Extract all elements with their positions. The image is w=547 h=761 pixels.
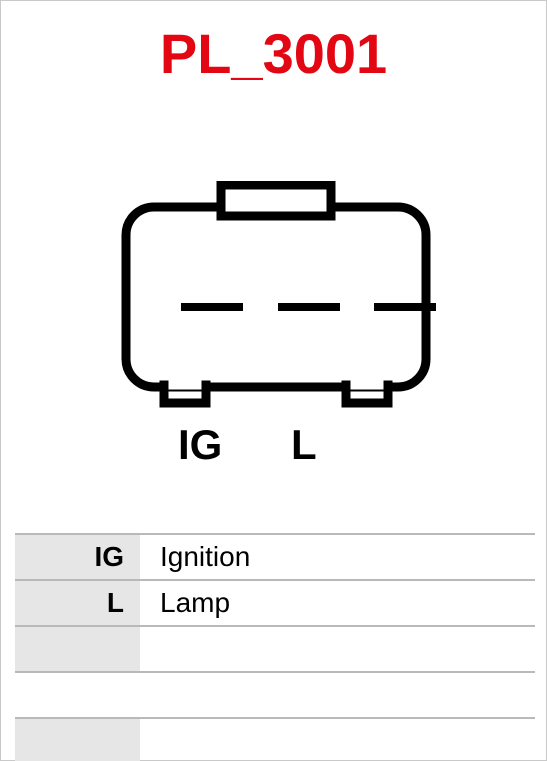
legend-desc — [140, 627, 535, 671]
pin-label-ig: IG — [178, 421, 222, 469]
legend-code: IG — [15, 535, 140, 579]
table-row — [15, 625, 535, 673]
table-row: L Lamp — [15, 579, 535, 625]
table-row: IG Ignition — [15, 533, 535, 579]
table-row — [15, 717, 535, 761]
legend-desc: Ignition — [140, 535, 535, 579]
pin-label-l: L — [291, 421, 317, 469]
legend-table-2 — [15, 717, 535, 761]
part-number-title: PL_3001 — [1, 21, 546, 86]
diagram-page: PL_3001 IG L IG Ignition L Lamp — [0, 0, 547, 761]
legend-code — [15, 627, 140, 671]
legend-code — [15, 719, 140, 761]
legend-code: L — [15, 581, 140, 625]
legend-table: IG Ignition L Lamp — [15, 533, 535, 673]
legend-desc — [140, 719, 535, 761]
legend-desc: Lamp — [140, 581, 535, 625]
connector-diagram — [111, 181, 441, 411]
